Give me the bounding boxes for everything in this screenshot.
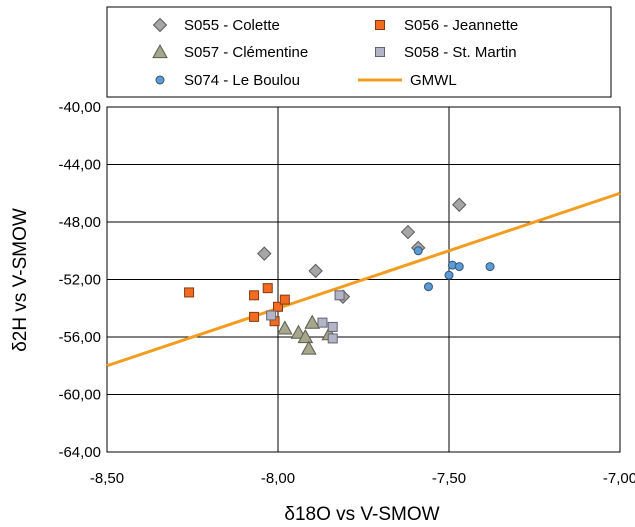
series-4 (413, 246, 495, 292)
data-point (485, 262, 495, 272)
y-tick-label: -56,00 (58, 329, 101, 346)
legend-label: S057 - Clémentine (184, 44, 308, 61)
y-axis-title: δ2H vs V-SMOW (10, 208, 31, 352)
y-tick-label: -60,00 (58, 387, 101, 404)
data-point (304, 314, 321, 329)
x-tick-label: -7,00 (603, 470, 635, 487)
legend-marker (152, 43, 168, 59)
data-point (413, 246, 423, 256)
y-tick-label: -40,00 (58, 99, 101, 116)
data-point (276, 320, 293, 335)
legend-label: S055 - Colette (184, 17, 280, 34)
x-tick-labels: -8,50 -8,00 -7,50 -7,00 (90, 470, 635, 487)
legend-marker (375, 47, 385, 57)
data-point (184, 287, 195, 298)
legend-label: S058 - St. Martin (404, 44, 517, 61)
legend-box (106, 6, 612, 98)
x-tick-label: -8,50 (90, 470, 124, 487)
x-axis-title: δ18O vs V-SMOW (284, 504, 439, 525)
data-point (327, 321, 338, 332)
data-point (257, 246, 272, 261)
legend-label: S056 - Jeannette (404, 17, 518, 34)
x-tick-label: -7,50 (432, 470, 466, 487)
data-point (454, 262, 464, 272)
data-point (297, 328, 314, 344)
y-tick-label: -44,00 (58, 157, 101, 174)
legend-entry: S055 - Colette (152, 17, 280, 34)
legend-marker (375, 20, 385, 30)
data-series (106, 191, 621, 368)
legend: S055 - Colette S056 - Jeannette S057 - Clé… (106, 6, 612, 98)
data-point (452, 197, 467, 212)
legend-marker (155, 75, 165, 85)
series-3 (266, 290, 345, 344)
data-point (444, 270, 454, 280)
y-tick-label: -64,00 (58, 444, 101, 461)
data-point (317, 317, 328, 328)
legend-entry: GMWL (358, 72, 457, 89)
series-1 (184, 283, 290, 327)
y-tick-labels: -40,00 -44,00 -48,00 -52,00 -56,00 -60,00 -64,… (58, 99, 101, 461)
legend-entry: S057 - Clémentine (152, 43, 308, 61)
legend-marker (152, 17, 168, 33)
y-tick-label: -48,00 (58, 214, 101, 231)
data-point (400, 224, 416, 240)
data-point (423, 282, 433, 292)
gmwl-line (106, 191, 621, 368)
data-point (262, 283, 273, 294)
series-2 (276, 314, 338, 355)
data-point (279, 294, 290, 305)
data-point (334, 290, 345, 301)
data-point (327, 333, 338, 344)
y-tick-label: -52,00 (58, 272, 101, 289)
x-tick-label: -8,00 (261, 470, 295, 487)
data-point (300, 340, 317, 355)
legend-entry: S058 - St. Martin (375, 44, 517, 61)
legend-entry: S074 - Le Boulou (155, 72, 300, 89)
data-point (308, 263, 323, 279)
plot-frame (106, 106, 621, 453)
legend-entry: S056 - Jeannette (375, 17, 518, 34)
data-point (273, 301, 283, 312)
data-point (249, 290, 260, 301)
series-0 (257, 197, 467, 304)
series-gmwl (106, 191, 621, 368)
legend-label: S074 - Le Boulou (184, 72, 300, 89)
grid (106, 106, 621, 453)
data-point (266, 310, 277, 321)
data-point (249, 311, 260, 322)
legend-label: GMWL (410, 72, 457, 89)
